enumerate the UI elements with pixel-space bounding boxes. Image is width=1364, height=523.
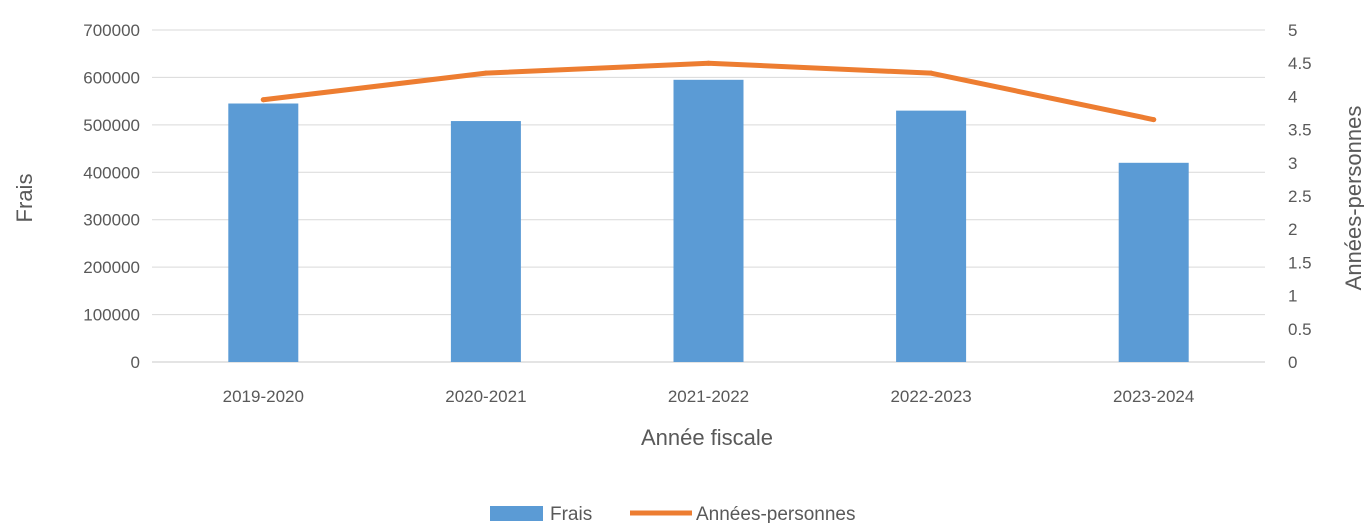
right-axis-tick-label: 4.5 [1288, 54, 1312, 73]
line-point [483, 70, 489, 76]
right-axis-tick-label: 4 [1288, 87, 1297, 106]
legend-label-annees-personnes: Années-personnes [696, 504, 856, 523]
right-axis-ticks: 0 0.5 1 1.5 2 2.5 3 3.5 4 4.5 5 [1288, 21, 1312, 372]
right-axis-tick-label: 2 [1288, 220, 1297, 239]
bar [228, 103, 299, 362]
left-axis-title: Frais [12, 174, 37, 223]
bar [673, 79, 744, 363]
left-axis-tick-label: 400000 [83, 163, 140, 182]
left-axis-tick-label: 300000 [83, 211, 140, 230]
legend-label-frais: Frais [550, 504, 592, 523]
right-axis-tick-label: 1.5 [1288, 253, 1312, 272]
line-point [260, 97, 266, 103]
left-axis-tick-label: 600000 [83, 68, 140, 87]
bar-series-frais [228, 79, 1189, 363]
left-axis-tick-label: 100000 [83, 306, 140, 325]
line-point [928, 70, 934, 76]
right-axis-tick-label: 1 [1288, 287, 1297, 306]
legend-swatch-frais [490, 506, 543, 521]
left-axis-tick-label: 500000 [83, 116, 140, 135]
left-axis-ticks: 0 100000 200000 300000 400000 500000 600000 700… [83, 21, 140, 372]
line-series-annees-personnes [260, 60, 1157, 123]
bar [896, 110, 967, 362]
right-axis-tick-label: 2.5 [1288, 187, 1312, 206]
x-axis-tick-label: 2022-2023 [890, 387, 971, 406]
bar [450, 121, 521, 362]
x-axis-tick-label: 2020-2021 [445, 387, 526, 406]
left-axis-tick-label: 200000 [83, 258, 140, 277]
left-axis-tick-label: 0 [131, 353, 140, 372]
right-axis-tick-label: 5 [1288, 21, 1297, 40]
left-axis-tick-label: 700000 [83, 21, 140, 40]
legend: Frais Années-personnes [490, 504, 856, 523]
right-axis-tick-label: 0 [1288, 353, 1297, 372]
line-point [706, 60, 711, 66]
x-axis-tick-label: 2021-2022 [668, 387, 749, 406]
line-point [1151, 117, 1157, 123]
x-axis-title: Année fiscale [641, 425, 773, 450]
bar [1118, 162, 1189, 362]
x-axis-tick-label: 2023-2024 [1113, 387, 1194, 406]
x-axis-tick-label: 2019-2020 [223, 387, 304, 406]
right-axis-title: Années-personnes [1341, 106, 1364, 291]
x-axis-ticks: 2019-2020 2020-2021 2021-2022 2022-2023 2023… [223, 387, 1195, 406]
right-axis-tick-label: 3 [1288, 154, 1297, 173]
right-axis-tick-label: 0.5 [1288, 320, 1312, 339]
right-axis-tick-label: 3.5 [1288, 121, 1312, 140]
